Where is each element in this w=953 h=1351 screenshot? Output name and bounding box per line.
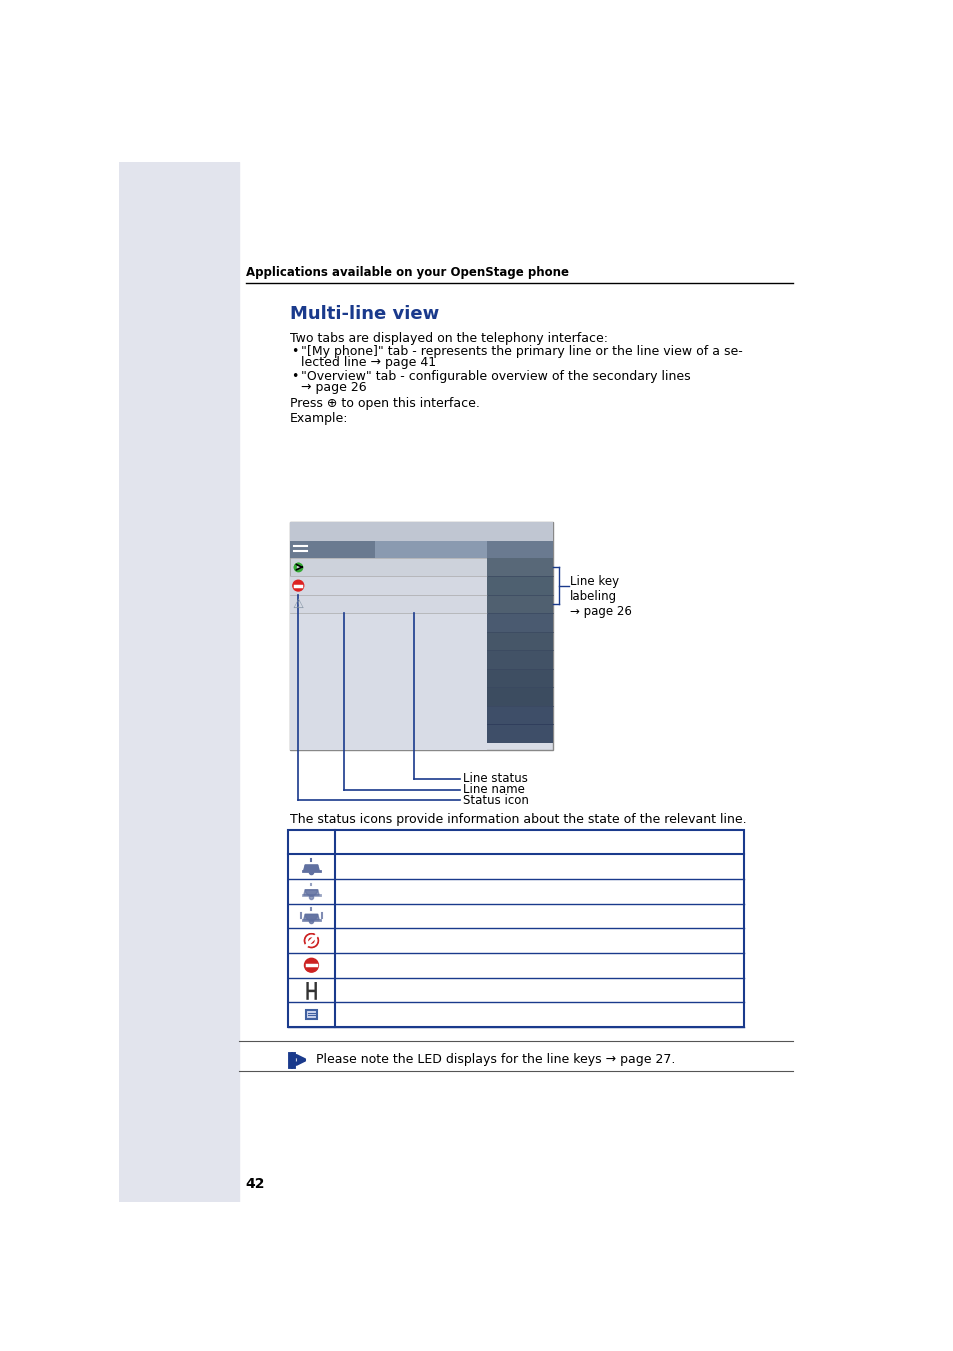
Bar [290, 523, 553, 540]
Text: Applications available on your OpenStage phone: Applications available on your OpenStage… [245, 266, 568, 280]
Text: Example:: Example: [290, 412, 348, 426]
Bar [487, 558, 553, 577]
Text: Please note the LED displays for the line keys → page 27.: Please note the LED displays for the lin… [315, 1054, 675, 1066]
Bar [288, 830, 743, 1027]
Text: Shift key: Shift key [497, 544, 542, 554]
Bar [290, 558, 487, 577]
Text: Group pickup: Group pickup [490, 730, 550, 738]
Text: 42: 42 [245, 1177, 265, 1192]
Bar [487, 594, 553, 613]
Polygon shape [303, 865, 319, 870]
Text: ┣┫: ┣┫ [302, 981, 320, 998]
Text: Bohr, Niels: Bohr, Niels [382, 562, 442, 571]
FancyArrowPatch shape [296, 1056, 304, 1063]
Bar [487, 724, 553, 743]
Text: The line is busy.: The line is busy. [342, 959, 442, 971]
Text: 0123456632419: 0123456632419 [382, 598, 474, 609]
Text: "Hold reminder" is activated → page 105.: "Hold reminder" is activated → page 105. [342, 909, 601, 923]
Text: Call for a line with suppressed ring tone → page 155.: Call for a line with suppressed ring ton… [342, 885, 673, 898]
Bar [311, 540, 375, 558]
Text: Status icon: Status icon [462, 794, 528, 807]
Text: 10:23 am: 10:23 am [295, 526, 352, 538]
Text: Multi-line view: Multi-line view [290, 304, 438, 323]
Circle shape [304, 958, 318, 973]
Text: •: • [291, 346, 298, 358]
Bar [487, 577, 553, 594]
Text: Icon: Icon [298, 835, 324, 848]
Text: Two tabs are displayed on the telephony interface:: Two tabs are displayed on the telephony … [290, 331, 607, 345]
Text: The line is currently not available.: The line is currently not available. [342, 934, 555, 947]
Text: DND: DND [507, 711, 533, 720]
Text: "Overview" tab - configurable overview of the secondary lines: "Overview" tab - configurable overview o… [300, 370, 690, 384]
Bar [290, 577, 487, 594]
Bar [290, 613, 487, 750]
Bar [306, 1011, 316, 1019]
Text: Line name: Line name [462, 784, 524, 796]
Text: Line 2: Line 2 [308, 598, 342, 609]
Text: My phone: My phone [496, 562, 544, 571]
Text: Line 1: Line 1 [308, 581, 342, 590]
Polygon shape [305, 915, 317, 920]
Text: Line 1: Line 1 [505, 581, 535, 590]
Bar [487, 669, 553, 688]
Bar [487, 650, 553, 669]
Text: [My phone] →: [My phone] → [307, 562, 383, 571]
Text: Line key
labeling
→ page 26: Line key labeling → page 26 [570, 574, 632, 617]
Bar [290, 594, 487, 613]
Polygon shape [305, 890, 317, 896]
Bar [487, 688, 553, 705]
Text: Explanation: Explanation [342, 835, 416, 848]
Text: ⚠: ⚠ [293, 597, 304, 611]
Circle shape [293, 580, 303, 590]
Bar [487, 613, 553, 632]
Circle shape [304, 934, 318, 947]
Text: Call for the corresponding line.: Call for the corresponding line. [342, 861, 536, 873]
Bar [487, 540, 553, 558]
Text: Line 2: Line 2 [505, 598, 535, 609]
Bar [487, 632, 553, 650]
Polygon shape [303, 915, 319, 920]
Text: "[My phone]" tab - represents the primary line or the line view of a se-: "[My phone]" tab - represents the primar… [300, 346, 741, 358]
Polygon shape [305, 865, 317, 871]
Text: The line is free.: The line is free. [342, 1008, 439, 1021]
Text: lected line → page 41: lected line → page 41 [300, 357, 436, 369]
Bar [375, 540, 487, 558]
Text: Overview: Overview [316, 544, 369, 554]
Bar [290, 523, 553, 750]
Text: Press ⊕ to open this interface.: Press ⊕ to open this interface. [290, 397, 479, 409]
Text: 54321: 54321 [442, 526, 479, 538]
Text: The status icons provide information about the state of the relevant line.: The status icons provide information abo… [290, 813, 745, 825]
Polygon shape [303, 890, 319, 896]
Text: [My phone]: [My phone] [395, 544, 466, 554]
Text: Line busy: Line busy [382, 581, 436, 590]
Bar [290, 540, 311, 558]
Text: → page 26: → page 26 [300, 381, 366, 393]
Bar [119, 162, 239, 1202]
Text: Mon 23.10.06: Mon 23.10.06 [348, 526, 429, 538]
Text: •: • [291, 370, 298, 384]
Text: Line status: Line status [462, 773, 527, 785]
Bar [487, 705, 553, 724]
Text: You are holding the line.: You are holding the line. [342, 984, 494, 997]
